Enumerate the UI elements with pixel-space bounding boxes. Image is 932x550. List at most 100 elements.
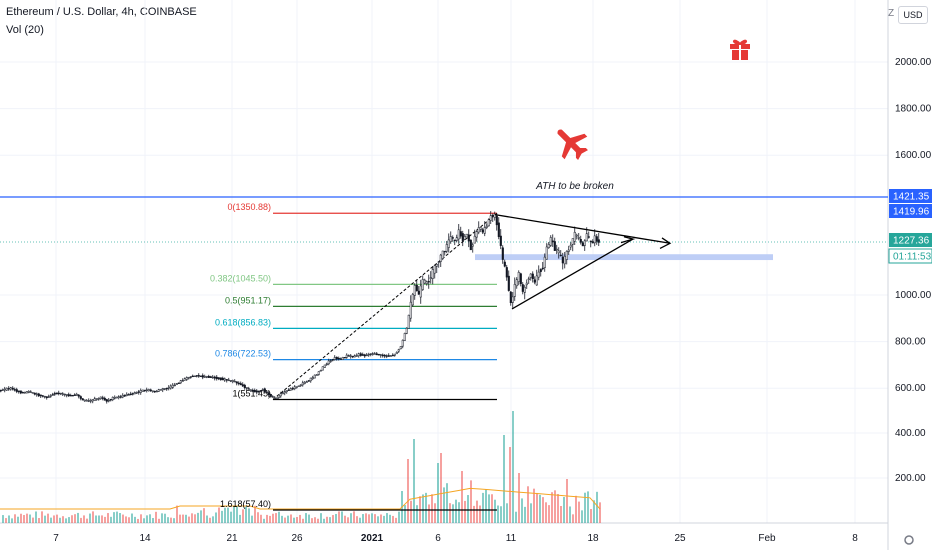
candle-body (217, 377, 220, 380)
volume-bar (287, 515, 289, 523)
candle-body (439, 254, 442, 262)
volume-bar (194, 514, 196, 523)
candle-body (61, 393, 64, 395)
volume-bar (527, 486, 529, 523)
candle-body (549, 237, 552, 246)
candle-body (485, 225, 488, 228)
scale-z-toggle[interactable]: Z (888, 8, 895, 19)
volume-bar (398, 511, 400, 523)
candle-body (341, 357, 344, 360)
candle-body (161, 388, 164, 391)
price-badge-bg (889, 233, 932, 247)
candle-body (147, 389, 150, 392)
candle-body (457, 229, 460, 240)
candle-body (263, 388, 266, 393)
candle-body (379, 354, 382, 356)
candle-body (97, 398, 100, 400)
volume-bar (2, 515, 4, 523)
candle-body (259, 390, 262, 392)
candle-body (183, 378, 186, 381)
volume-bar (119, 513, 121, 523)
volume-bar (482, 492, 484, 523)
volume-bar (497, 505, 499, 523)
candle-body (351, 355, 354, 358)
volume-bar (437, 463, 439, 523)
candle-body (407, 314, 410, 329)
candle-body (269, 393, 272, 397)
candle-body (283, 391, 286, 394)
candle-body (575, 234, 578, 237)
candle-body (241, 384, 244, 387)
x-tick-label: 11 (506, 533, 517, 544)
candle-body (565, 250, 568, 260)
volume-bar (254, 505, 256, 523)
candle-body (465, 233, 468, 238)
candle-body (247, 388, 250, 390)
volume-bar (317, 518, 319, 523)
candle-body (517, 272, 520, 282)
volume-bar (512, 411, 514, 523)
candle-body (387, 355, 390, 357)
volume-bar (221, 510, 223, 523)
fib-level-label: 1(551.45) (232, 389, 271, 399)
candle-body (235, 381, 238, 384)
volume-bar (116, 511, 118, 523)
candle-body (69, 395, 72, 397)
candle-body (411, 294, 414, 306)
candle-body (53, 393, 56, 395)
fib-level-label: 0.618(856.83) (215, 317, 271, 327)
candle-body (413, 285, 416, 296)
volume-bar (458, 502, 460, 523)
candle-body (0, 389, 2, 392)
candle-body (311, 377, 314, 379)
volume-bar (488, 494, 490, 523)
candle-body (299, 384, 302, 386)
volume-bar (335, 513, 337, 523)
volume-bar (224, 507, 226, 523)
candle-body (37, 393, 40, 397)
candle-body (459, 231, 462, 237)
volume-bar (503, 435, 505, 523)
candle-body (145, 389, 148, 391)
candle-body (545, 246, 548, 260)
candle-body (437, 261, 440, 263)
x-tick-label: 14 (139, 533, 151, 544)
candle-body (79, 396, 82, 399)
candle-body (525, 282, 528, 286)
volume-bar (146, 515, 148, 523)
candle-body (415, 284, 418, 292)
volume-bar (110, 516, 112, 523)
volume-bar (197, 512, 199, 523)
volume-bar (41, 511, 43, 523)
volume-bar (272, 513, 274, 523)
price-badge-bg (889, 204, 932, 218)
candle-body (43, 395, 46, 398)
candle-body (295, 386, 298, 388)
candle-body (15, 389, 18, 392)
candle-body (99, 396, 102, 399)
volume-bar (203, 508, 205, 523)
gear-icon[interactable] (904, 535, 914, 545)
candle-body (87, 400, 90, 402)
fib-trend-line (272, 212, 498, 400)
candle-body (333, 357, 336, 360)
candle-body (325, 363, 328, 365)
volume-bar (266, 514, 268, 523)
candle-body (563, 255, 566, 265)
candle-body (83, 399, 86, 402)
volume-bar (389, 514, 391, 523)
volume-bar (449, 503, 451, 523)
currency-button[interactable]: USD (898, 6, 928, 24)
volume-bar (506, 503, 508, 523)
volume-bar (104, 516, 106, 523)
volume-bar (284, 517, 286, 523)
volume-bar (293, 517, 295, 523)
candle-body (117, 396, 120, 398)
candle-body (73, 394, 76, 396)
volume-bar (413, 439, 415, 523)
candle-body (297, 385, 300, 387)
candle-body (447, 239, 450, 248)
volume-bar (191, 513, 193, 523)
volume-bar (359, 517, 361, 523)
